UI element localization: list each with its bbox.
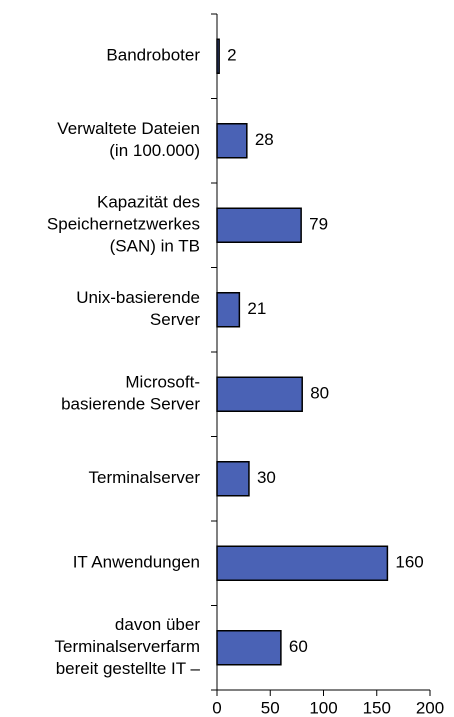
value-label: 160: [395, 553, 423, 572]
category-line: Terminalserver: [89, 468, 201, 487]
category-line: Terminalserverfarm: [55, 637, 200, 656]
category-line: Server: [150, 310, 200, 329]
category-line: IT Anwendungen: [73, 553, 200, 572]
value-label: 2: [227, 46, 236, 65]
category-line: (in 100.000): [109, 141, 200, 160]
category-line: Speichernetzwerkes: [47, 215, 200, 234]
bar: [216, 461, 250, 497]
value-label: 21: [247, 299, 266, 318]
category-line: davon über: [115, 615, 200, 634]
category-line: Verwaltete Dateien: [57, 119, 200, 138]
category-line: Unix-basierende: [76, 288, 200, 307]
category-line: basierende Server: [61, 395, 200, 414]
category-line: Kapazität des: [97, 193, 200, 212]
bar: [216, 38, 220, 74]
value-label: 60: [289, 637, 308, 656]
bar: [216, 545, 389, 581]
value-label: 79: [309, 215, 328, 234]
bar: [216, 292, 241, 328]
category-line: Microsoft-: [125, 373, 200, 392]
category-label: Unix-basierende Server: [76, 288, 200, 329]
bar: [216, 630, 282, 666]
x-tick-label: 50: [261, 698, 280, 717]
x-tick-label: 100: [309, 698, 337, 717]
x-tick-label: 150: [363, 698, 391, 717]
category-label: Microsoft-basierende Server: [61, 373, 200, 414]
category-line: (SAN) in TB: [110, 237, 200, 256]
category-label: Kapazität des Speichernetzwerkes (SAN) in …: [47, 193, 200, 256]
value-label: 30: [257, 468, 276, 487]
bar: [216, 207, 302, 243]
category-label: Verwaltete Dateien (in 100.000): [57, 119, 200, 160]
value-label: 80: [310, 384, 329, 403]
bar: [216, 123, 248, 159]
category-label: Terminalserver: [89, 468, 201, 487]
x-tick-label: 0: [212, 698, 221, 717]
category-line: bereit gestellte IT –: [56, 659, 201, 678]
category-label: Bandroboter: [106, 46, 200, 65]
x-tick-label: 200: [416, 698, 444, 717]
value-label: 28: [255, 130, 274, 149]
category-line: Bandroboter: [106, 46, 200, 65]
bar: [216, 376, 303, 412]
category-label: IT Anwendungen: [73, 553, 200, 572]
category-label: davon über Terminalserverfarm bereit geste…: [55, 615, 201, 678]
